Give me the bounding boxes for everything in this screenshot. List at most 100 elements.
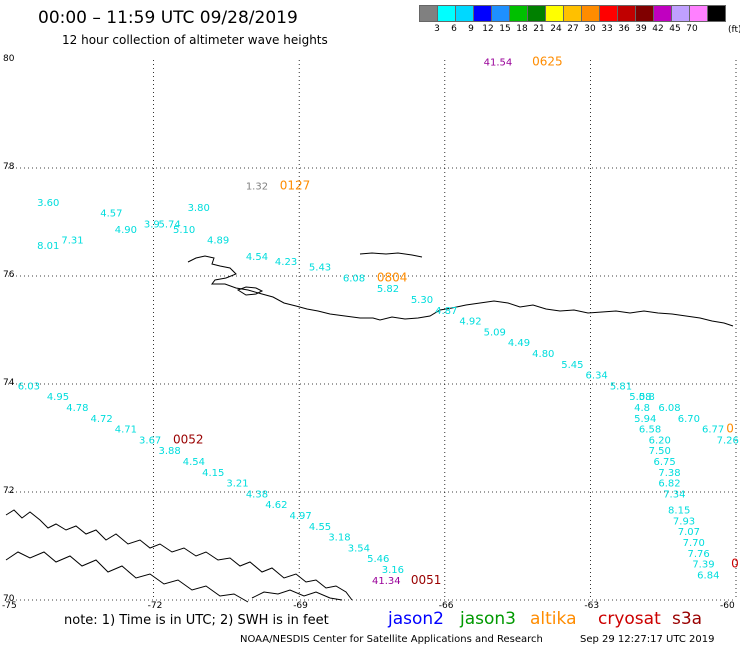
legend-tick: 3 xyxy=(434,24,440,34)
wave-height-value: 4.54 xyxy=(246,252,268,263)
wave-height-value: 4.80 xyxy=(532,349,554,360)
legend-swatch xyxy=(527,5,546,22)
lat-axis-label: 80 xyxy=(3,54,15,64)
legend-tick: 12 xyxy=(482,24,494,34)
lat-lon-grid xyxy=(8,60,737,601)
wave-height-value: 4.89 xyxy=(207,236,229,247)
legend-swatch xyxy=(491,5,510,22)
lat-axis-label: 74 xyxy=(3,378,15,388)
lon-axis-label: -66 xyxy=(438,601,454,611)
pass-time-label: 0 xyxy=(731,557,739,571)
wave-height-value: 4.23 xyxy=(275,257,297,268)
wave-height-value: 7.07 xyxy=(678,527,700,538)
lon-axis-label: -75 xyxy=(2,601,17,611)
wave-height-value: 3.18 xyxy=(328,533,350,544)
pass-time-label: 0127 xyxy=(280,179,311,193)
wave-height-value: 4.49 xyxy=(508,338,530,349)
legend-swatch xyxy=(473,5,492,22)
coastline-south xyxy=(5,509,353,601)
wave-height-value: 4.62 xyxy=(265,500,287,511)
legend-swatch xyxy=(671,5,690,22)
pass-time-label: 0052 xyxy=(173,432,204,446)
credit: NOAA/NESDIS Center for Satellite Applica… xyxy=(240,634,543,645)
wave-height-value: 7.38 xyxy=(658,468,680,479)
wave-height-value: 7.31 xyxy=(61,236,83,247)
footer-note: note: 1) Time is in UTC; 2) SWH is in fe… xyxy=(64,613,329,628)
lat-axis-label: 78 xyxy=(3,162,15,172)
wave-height-value: 5.30 xyxy=(411,295,433,306)
wave-height-value: 6.08 xyxy=(343,273,365,284)
wave-height-value: 7.39 xyxy=(692,560,714,571)
legend-tick: 21 xyxy=(533,24,545,34)
legend-tick: 39 xyxy=(635,24,647,34)
legend-swatch xyxy=(509,5,528,22)
wave-height-value: 6.84 xyxy=(697,570,719,581)
wave-height-value: 7.93 xyxy=(673,516,695,527)
legend-swatch xyxy=(545,5,564,22)
satellite-jason3: jason3 xyxy=(460,609,516,629)
wave-height-value: 6.20 xyxy=(649,435,671,446)
wave-height-value: 5.81 xyxy=(610,381,632,392)
satellite-cryosat: cryosat xyxy=(598,609,661,629)
satellite-jason2: jason2 xyxy=(388,609,444,629)
lon-axis-label: -60 xyxy=(720,601,735,611)
legend-swatch xyxy=(563,5,582,22)
lon-axis-label: -69 xyxy=(293,601,308,611)
legend-tick: 15 xyxy=(499,24,511,34)
wave-height-value: 3.60 xyxy=(37,198,59,209)
wave-height-value: 5.09 xyxy=(484,327,506,338)
wave-height-value: 4.87 xyxy=(435,306,457,317)
wave-height-value: 6.34 xyxy=(586,371,608,382)
lon-axis-label: -72 xyxy=(147,601,163,611)
wave-height-value: 3.88 xyxy=(158,446,180,457)
legend-swatch xyxy=(689,5,708,22)
wave-height-value: 5.8 xyxy=(639,392,655,403)
wave-height-value: 5.46 xyxy=(367,554,389,565)
legend-swatch xyxy=(635,5,654,22)
wave-height-value: 4.90 xyxy=(115,225,137,236)
page-subtitle: 12 hour collection of altimeter wave hei… xyxy=(62,33,328,47)
wave-height-value: 5.45 xyxy=(561,360,583,371)
wave-height-value: 4.8 xyxy=(634,403,650,414)
wave-height-value: 7.50 xyxy=(649,446,671,457)
wave-height-value: 3.9 xyxy=(144,219,160,230)
legend-swatch xyxy=(599,5,618,22)
wave-height-value: 4.71 xyxy=(115,425,137,436)
wave-height-value: 6.70 xyxy=(678,414,700,425)
legend-tick: 33 xyxy=(601,24,613,34)
timestamp: Sep 29 12:27:17 UTC 2019 xyxy=(580,634,715,645)
legend-tick: 6 xyxy=(451,24,457,34)
pass-time-label: 0625 xyxy=(532,54,563,68)
satellite-s3a: s3a xyxy=(672,609,703,629)
satellite-altika: altika xyxy=(530,609,577,629)
wave-height-value: 4.72 xyxy=(91,414,113,425)
legend-swatches xyxy=(419,5,728,22)
wave-height-value: 3.54 xyxy=(348,543,370,554)
lon-axis-label: -63 xyxy=(584,601,600,611)
pass-time-label: 0051 xyxy=(411,573,442,587)
legend-tick: 70 xyxy=(686,24,698,34)
coastline-north xyxy=(187,255,734,327)
coastline-south-bay xyxy=(251,589,343,601)
wave-height-value: 7.34 xyxy=(663,489,685,500)
wave-height-value: 4.15 xyxy=(202,468,224,479)
legend-ticks: 3 6 9 12 15 18 21 24 27 30 33 36 39 42 45 70 xyxy=(420,22,728,36)
observations: 41.54 0625 1.32 0127 3.60 4.57 3.80 3.95.74 4.90… xyxy=(18,54,739,586)
wave-height-value: 3.21 xyxy=(226,479,248,490)
wave-height-value: 41.34 xyxy=(372,576,401,587)
legend-tick: 30 xyxy=(584,24,596,34)
page-title: 00:00 – 11:59 UTC 09/28/2019 xyxy=(38,8,298,28)
lat-axis-label: 72 xyxy=(3,486,15,496)
legend-tick: 45 xyxy=(669,24,681,34)
legend-swatch xyxy=(437,5,456,22)
wave-height-value: 3.80 xyxy=(188,203,210,214)
wave-height-value: 5.43 xyxy=(309,263,331,274)
legend-swatch xyxy=(581,5,600,22)
wave-height-value: 6.77 xyxy=(702,425,724,436)
coastline-south-inner xyxy=(5,551,249,603)
wave-height-value: 8.01 xyxy=(37,241,59,252)
wave-height-value: 41.54 xyxy=(484,57,513,68)
coastline-north-island-2 xyxy=(236,286,264,296)
legend-unit: (ft) xyxy=(728,25,740,35)
